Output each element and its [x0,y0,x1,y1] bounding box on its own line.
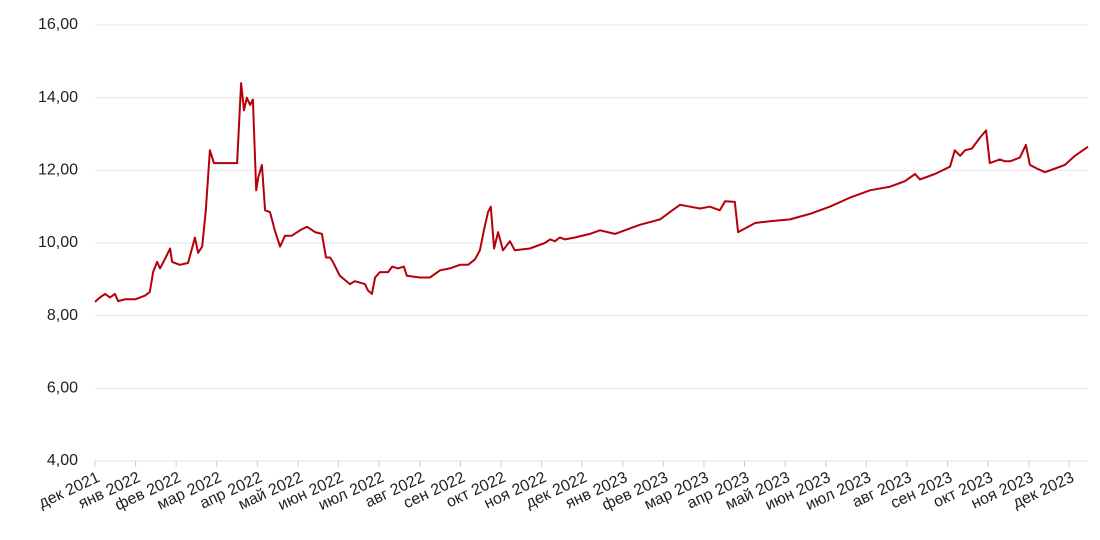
y-tick-label: 10,00 [38,234,78,251]
line-series [94,82,1089,303]
y-tick-label: 14,00 [38,89,78,106]
y-tick-label: 16,00 [38,16,78,33]
y-tick-label: 4,00 [47,452,78,469]
y-tick-label: 12,00 [38,162,78,179]
y-tick-label: 8,00 [47,307,78,324]
y-tick-label: 6,00 [47,380,78,397]
